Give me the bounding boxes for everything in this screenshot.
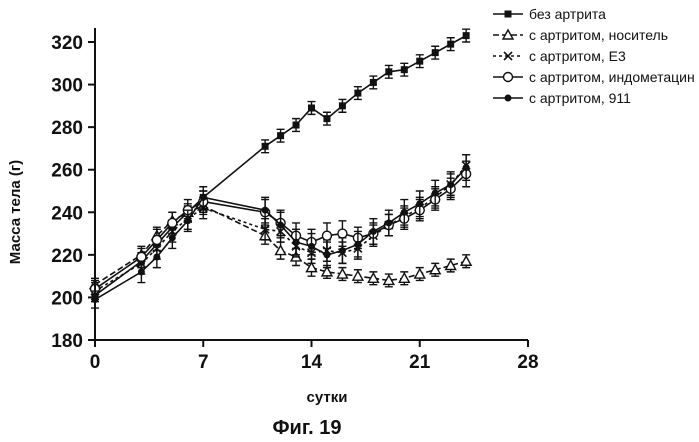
data-point xyxy=(459,254,473,266)
y-tick-label: 260 xyxy=(51,161,83,182)
data-point xyxy=(431,49,439,57)
y-tick-label: 240 xyxy=(51,203,83,224)
figure-caption: Фиг. 19 xyxy=(272,417,341,439)
data-point xyxy=(400,66,408,74)
data-point xyxy=(462,164,470,172)
data-point xyxy=(369,78,377,86)
data-point xyxy=(462,32,470,40)
data-point xyxy=(447,40,455,48)
data-point xyxy=(504,10,512,18)
data-point xyxy=(167,217,178,229)
legend-label: с артритом, индометацин xyxy=(529,69,695,85)
data-point xyxy=(416,57,424,65)
data-point xyxy=(136,251,147,263)
axes: 180 200 220 240 260 280 300 320 0 7 14 21 28 xyxy=(51,28,539,373)
data-point xyxy=(137,268,145,276)
data-point xyxy=(321,230,333,241)
x-tick-label: 14 xyxy=(301,352,323,373)
y-tick-label: 200 xyxy=(51,288,83,309)
data-point xyxy=(503,51,513,61)
series-line xyxy=(94,164,467,292)
legend-label: без артрита xyxy=(529,6,606,22)
data-point xyxy=(323,115,331,123)
legend: без артрита с артритом, носитель с артрито… xyxy=(493,6,695,106)
data-point xyxy=(429,263,442,275)
y-tick-label: 280 xyxy=(51,118,83,139)
x-tick-label: 28 xyxy=(517,352,538,373)
y-tick-label: 180 xyxy=(51,331,83,352)
y-tick-label: 320 xyxy=(51,33,83,54)
data-point xyxy=(261,142,269,150)
legend-item-4: с артритом, индометацин xyxy=(493,69,695,85)
data-point xyxy=(260,224,270,234)
data-point xyxy=(382,273,396,286)
data-point xyxy=(336,267,349,279)
data-point xyxy=(168,234,176,242)
data-point xyxy=(501,28,515,40)
data-point xyxy=(153,253,161,261)
data-point xyxy=(323,251,331,259)
data-point xyxy=(338,102,346,110)
data-point xyxy=(400,208,408,216)
data-point xyxy=(338,247,346,255)
data-point xyxy=(308,104,315,112)
data-point xyxy=(398,271,411,283)
x-axis-title: сутки xyxy=(307,389,348,406)
data-point xyxy=(351,269,365,281)
data-point xyxy=(277,221,285,229)
data-point xyxy=(354,89,362,97)
data-point xyxy=(385,219,393,227)
data-point xyxy=(261,206,269,214)
data-point xyxy=(308,242,315,250)
legend-item-1: без артрита xyxy=(493,6,606,22)
data-point xyxy=(305,261,318,273)
data-point xyxy=(274,244,287,256)
plot-area xyxy=(88,28,473,309)
data-point xyxy=(184,217,192,225)
legend-label: с артритом, Е3 xyxy=(529,48,626,64)
series-1 xyxy=(91,28,471,303)
legend-label: с артритом, 911 xyxy=(529,90,631,106)
legend-label: с артритом, носитель xyxy=(529,27,668,43)
legend-item-5: с артритом, 911 xyxy=(493,90,631,106)
data-point xyxy=(277,132,285,140)
data-point xyxy=(431,189,439,197)
x-tick-label: 0 xyxy=(90,352,101,373)
data-point xyxy=(444,259,457,271)
legend-item-2: с артритом, носитель xyxy=(493,27,668,43)
data-point xyxy=(292,238,300,246)
y-tick-label: 300 xyxy=(51,76,83,97)
data-point xyxy=(504,94,512,102)
data-point xyxy=(320,265,334,277)
data-point xyxy=(447,181,455,189)
y-axis-title: Масса тела (г) xyxy=(7,160,24,264)
x-tick-label: 21 xyxy=(409,352,431,373)
data-point xyxy=(416,200,424,208)
series-5 xyxy=(91,154,471,309)
y-tick-label: 220 xyxy=(51,246,83,267)
data-point xyxy=(385,68,393,76)
data-point xyxy=(354,240,362,248)
data-point xyxy=(367,271,380,283)
data-point xyxy=(337,228,348,239)
data-point xyxy=(369,227,377,235)
data-point xyxy=(199,193,207,201)
data-point xyxy=(502,71,514,83)
data-point xyxy=(292,121,300,129)
legend-item-3: с артритом, Е3 xyxy=(493,48,626,64)
data-point xyxy=(151,234,163,246)
data-point xyxy=(413,267,426,279)
x-tick-label: 7 xyxy=(198,352,209,373)
